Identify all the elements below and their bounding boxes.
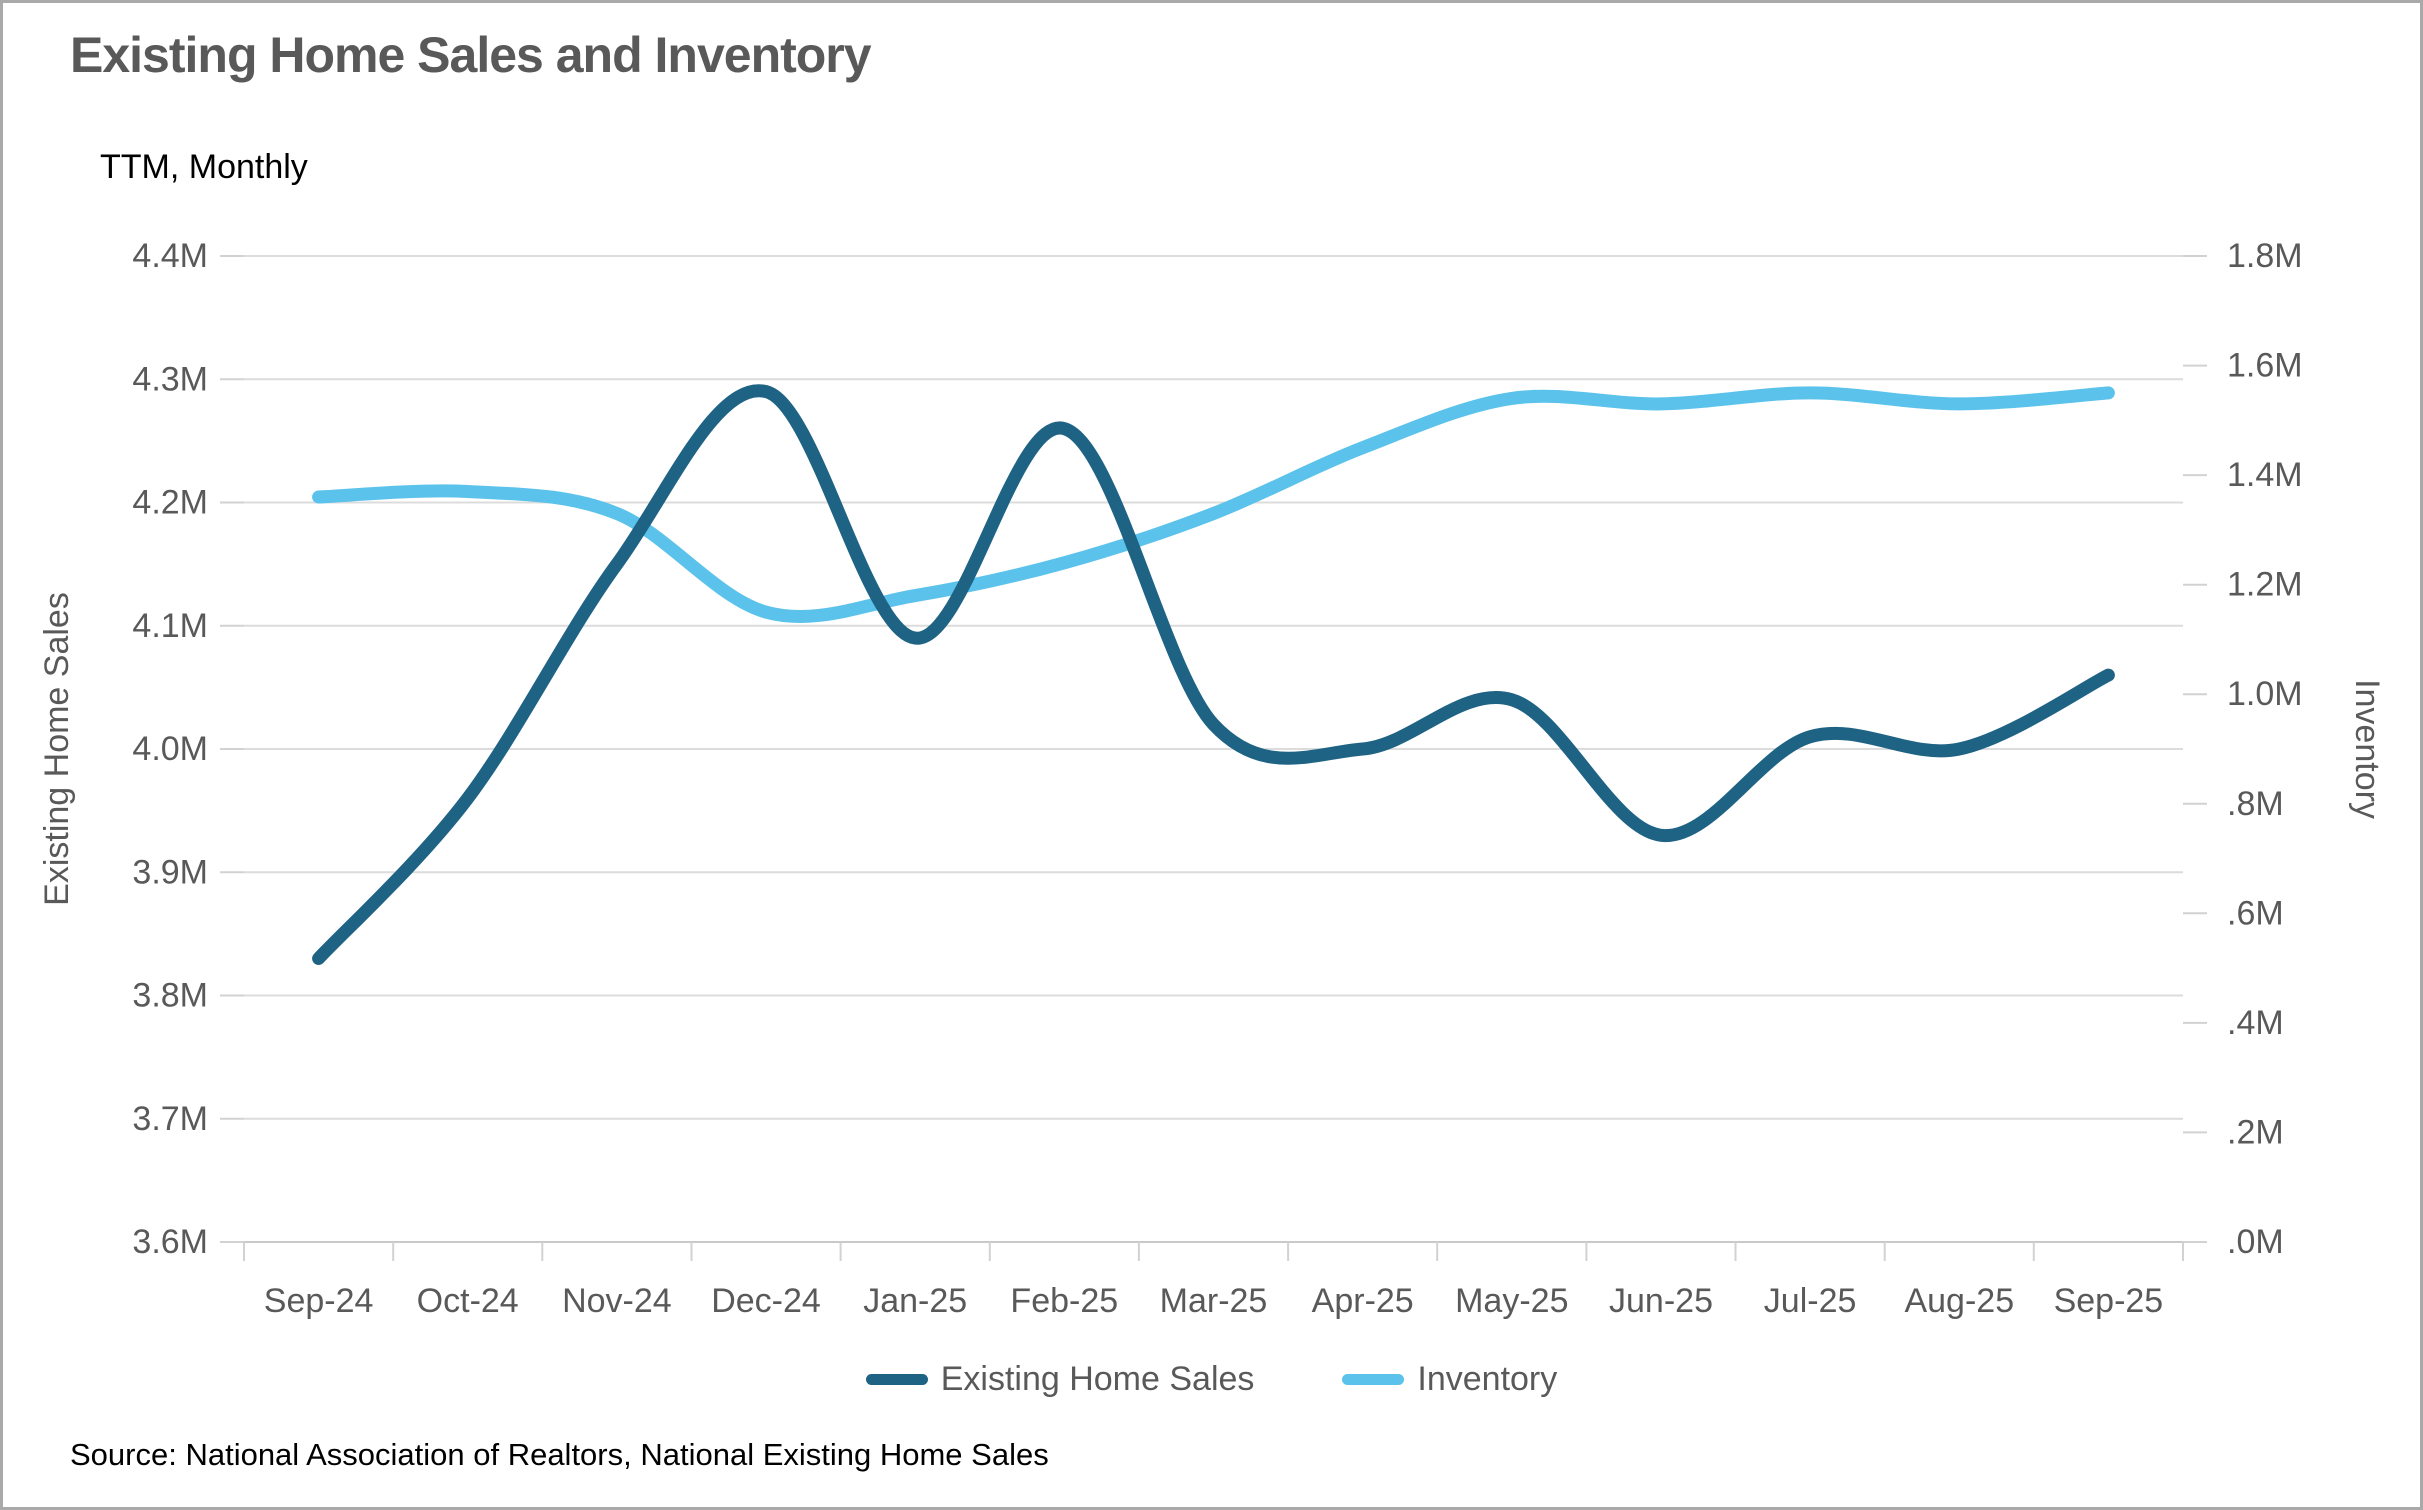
series-line-inventory <box>312 386 2115 623</box>
x-tick-label: Jun-25 <box>1609 1282 1713 1320</box>
legend-label-existing-home-sales: Existing Home Sales <box>940 1360 1255 1398</box>
left-tick-label: 4.0M <box>132 730 208 768</box>
right-tick-label: 1.8M <box>2227 237 2303 275</box>
y-axis-title-right: Inventory <box>2348 679 2386 819</box>
x-tick-label: Aug-25 <box>1904 1282 2014 1320</box>
x-tick-label: Sep-25 <box>2054 1282 2164 1320</box>
source-note: Source: National Association of Realtors… <box>70 1437 1049 1472</box>
left-tick-label: 3.6M <box>132 1223 208 1261</box>
right-tick-label: 1.2M <box>2227 566 2303 604</box>
legend-item-inventory: Inventory <box>1342 1360 1557 1399</box>
series-line-existing-home-sales <box>312 384 2115 965</box>
right-tick-label: 1.0M <box>2227 675 2303 713</box>
x-tick-label: Mar-25 <box>1160 1282 1268 1320</box>
right-tick-label: .6M <box>2227 894 2284 932</box>
left-tick-label: 3.7M <box>132 1100 208 1138</box>
legend: Existing Home Sales Inventory <box>0 1360 2423 1399</box>
y-axis-title-left: Existing Home Sales <box>38 592 76 906</box>
right-tick-label: .2M <box>2227 1113 2284 1151</box>
left-tick-label: 4.2M <box>132 484 208 522</box>
legend-swatch-inventory <box>1342 1374 1405 1385</box>
right-tick-label: .0M <box>2227 1223 2284 1261</box>
left-tick-label: 4.1M <box>132 607 208 645</box>
x-tick-label: Feb-25 <box>1010 1282 1118 1320</box>
legend-label-inventory: Inventory <box>1417 1360 1558 1398</box>
x-tick-label: Dec-24 <box>711 1282 821 1320</box>
x-tick-label: Nov-24 <box>562 1282 672 1320</box>
right-tick-label: .8M <box>2227 785 2284 823</box>
x-tick-label: May-25 <box>1455 1282 1568 1320</box>
x-tick-label: Sep-24 <box>264 1282 374 1320</box>
x-tick-label: Apr-25 <box>1312 1282 1414 1320</box>
left-tick-label: 4.4M <box>132 237 208 275</box>
x-tick-label: Jul-25 <box>1764 1282 1857 1320</box>
x-tick-label: Oct-24 <box>417 1282 519 1320</box>
left-tick-label: 4.3M <box>132 360 208 398</box>
x-tick-label: Jan-25 <box>863 1282 967 1320</box>
legend-swatch-existing-home-sales <box>865 1374 928 1385</box>
right-tick-label: 1.4M <box>2227 456 2303 494</box>
chart-title: Existing Home Sales and Inventory <box>70 27 872 83</box>
left-tick-label: 3.9M <box>132 853 208 891</box>
left-tick-label: 3.8M <box>132 977 208 1015</box>
right-tick-label: .4M <box>2227 1004 2284 1042</box>
chart-subtitle: TTM, Monthly <box>100 148 308 186</box>
right-tick-label: 1.6M <box>2227 347 2303 385</box>
legend-item-existing-home-sales: Existing Home Sales <box>865 1360 1255 1399</box>
